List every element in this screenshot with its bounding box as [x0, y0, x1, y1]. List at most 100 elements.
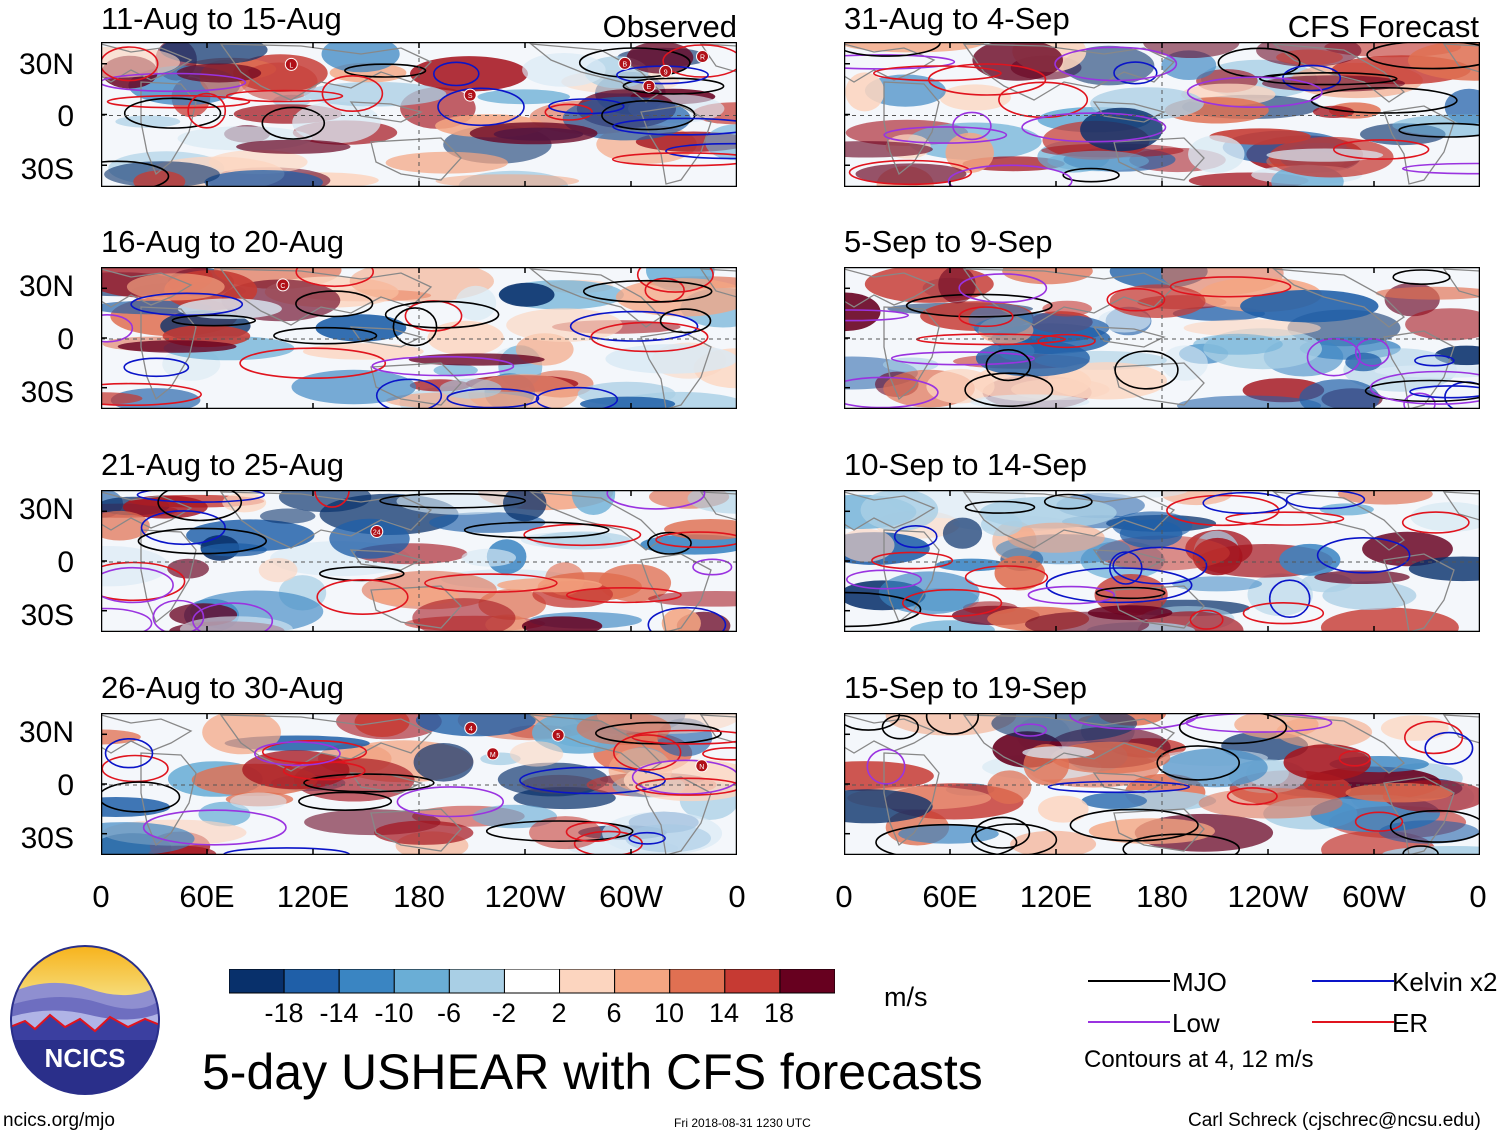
shear-anomaly-shading	[204, 170, 323, 187]
mjo-contour	[1043, 493, 1093, 510]
coastline	[219, 268, 433, 326]
shear-anomaly-shading	[115, 115, 181, 128]
colorbar-label: 2	[551, 998, 567, 1028]
er-contour	[1169, 276, 1292, 298]
kelvin-contour	[446, 387, 540, 409]
low-contour	[1186, 76, 1323, 109]
shear-anomaly-shading	[1063, 45, 1155, 86]
colorbar-swatch	[614, 969, 671, 994]
lon-label-120e: 120E	[1019, 879, 1093, 914]
shear-anomaly-shading	[497, 578, 602, 593]
shear-anomaly-shading	[994, 555, 1046, 591]
mjo-contour	[463, 521, 610, 539]
colorbar-label: -18	[264, 998, 304, 1028]
colorbar-label: -2	[491, 998, 516, 1028]
shear-anomaly-shading	[385, 392, 532, 409]
legend-line-kelvin	[1312, 980, 1394, 982]
lon-label-0-end: 0	[1469, 879, 1487, 914]
shear-anomaly-shading	[435, 174, 580, 187]
mjo-contour	[1364, 379, 1480, 403]
kelvin-contour	[893, 524, 938, 549]
er-contour	[225, 89, 344, 103]
shear-anomaly-shading	[412, 598, 516, 632]
low-contour	[101, 566, 174, 604]
colorbar-label: -6	[436, 998, 461, 1028]
coastline	[883, 529, 940, 624]
low-contour	[844, 309, 909, 322]
er-contour	[958, 306, 1014, 328]
shear-anomaly-shading	[374, 820, 474, 845]
kelvin-contour	[130, 292, 244, 317]
low-contour	[192, 602, 274, 632]
er-contour	[565, 821, 621, 842]
colorbar-swatch	[229, 969, 285, 994]
lon-label-60e: 60E	[922, 879, 978, 914]
shear-anomaly-shading	[329, 518, 410, 559]
legend-line-low	[1088, 1021, 1170, 1023]
shear-anomaly-shading	[855, 163, 967, 185]
coastline	[962, 491, 1176, 549]
lat-label-eq: 0	[57, 100, 74, 133]
shear-anomaly-shading	[1094, 574, 1168, 616]
mjo-contour	[971, 823, 1058, 855]
lat-label-30n: 30N	[18, 48, 74, 81]
shear-anomaly-shading	[605, 344, 737, 374]
shear-anomaly-shading	[1002, 267, 1093, 285]
kelvin-contour	[1268, 579, 1311, 618]
kelvin-contour	[1409, 385, 1480, 399]
map-panel-6	[844, 267, 1480, 409]
shear-anomaly-shading	[580, 396, 676, 409]
storm-marker: 4	[464, 721, 478, 735]
panel-title-8: 15-Sep to 19-Sep	[844, 670, 1088, 705]
colorbar-label: 18	[763, 998, 795, 1028]
mjo-contour	[1258, 72, 1398, 86]
shear-anomaly-shading	[626, 42, 694, 74]
mjo-contour	[298, 791, 393, 812]
shear-anomaly-shading	[844, 528, 895, 562]
storm-marker: 9	[659, 64, 673, 78]
storm-marker: M	[486, 747, 500, 761]
map-svg: 24	[101, 490, 737, 632]
coastline	[962, 268, 1176, 326]
low-contour	[101, 314, 134, 343]
shear-anomaly-shading	[1314, 570, 1410, 584]
low-contour	[142, 809, 287, 846]
er-contour	[611, 152, 737, 167]
footer-url[interactable]: ncics.org/mjo	[3, 1110, 115, 1131]
shear-anomaly-shading	[522, 53, 606, 87]
mjo-contour	[1398, 122, 1480, 138]
coastline	[844, 714, 936, 754]
er-contour	[1037, 333, 1096, 349]
lon-label-0: 0	[92, 879, 110, 914]
mjo-contour	[1178, 713, 1288, 745]
coastline	[699, 491, 737, 521]
lat-label-30s: 30S	[20, 599, 74, 632]
shear-anomaly-shading	[200, 543, 267, 557]
coastline	[219, 43, 433, 101]
coastline	[640, 776, 712, 855]
kelvin-contour	[628, 831, 666, 845]
low-contour	[692, 558, 733, 576]
low-contour	[1369, 370, 1480, 405]
coastline	[962, 714, 1176, 772]
shear-anomaly-shading	[101, 822, 195, 855]
colorbar	[229, 969, 835, 994]
shear-anomaly-shading	[133, 170, 186, 187]
er-contour	[1106, 287, 1166, 312]
colorbar-swatch	[393, 969, 450, 994]
shear-anomaly-shading	[1247, 573, 1313, 616]
mjo-contour	[101, 160, 170, 187]
shear-anomaly-shading	[1081, 792, 1147, 809]
mjo-contour	[1366, 42, 1480, 70]
coastline	[699, 43, 737, 73]
mjo-contour	[157, 490, 243, 522]
shear-anomaly-shading	[648, 591, 737, 607]
low-contour	[958, 273, 1048, 304]
coastline	[370, 137, 462, 181]
storm-label: C	[280, 283, 285, 290]
legend-label-mjo: MJO	[1172, 967, 1227, 997]
mjo-contour	[647, 531, 692, 555]
ncics-logo: NCICS	[10, 945, 160, 1095]
mjo-contour	[171, 314, 257, 327]
shear-anomaly-shading	[991, 713, 1138, 742]
